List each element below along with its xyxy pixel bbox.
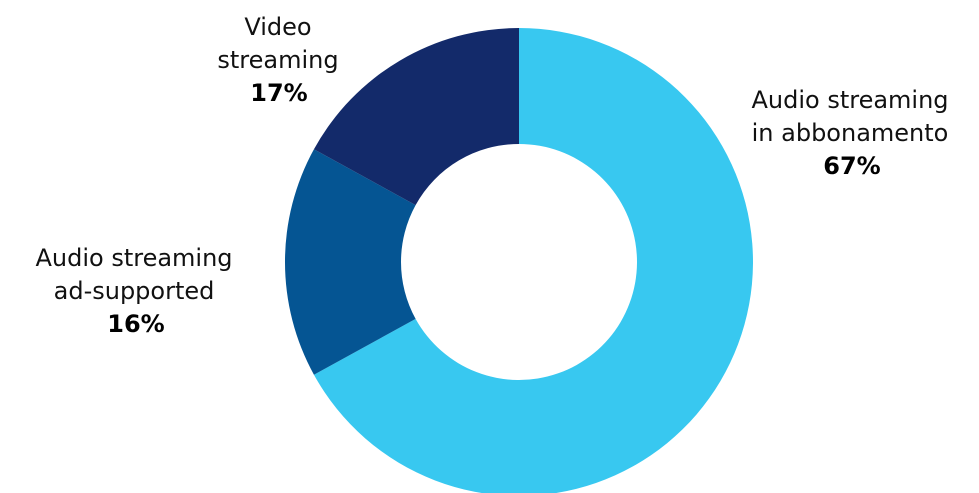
- slice-label-1-line-0: Audio streaming: [35, 244, 232, 272]
- slice-value-label-1: 16%: [107, 310, 164, 338]
- slice-label-1-line-1: ad-supported: [54, 277, 215, 305]
- slice-label-2-line-1: streaming: [217, 46, 338, 74]
- donut-slice-2: [313, 27, 519, 206]
- donut-slice-1: [284, 149, 416, 375]
- donut-slices: [284, 27, 753, 493]
- slice-label-0-line-0: Audio streaming: [751, 86, 948, 114]
- slice-value-label-2: 17%: [250, 79, 307, 107]
- donut-slice-0: [313, 28, 753, 493]
- slice-label-0-line-1: in abbonamento: [752, 119, 949, 147]
- slice-value-label-0: 67%: [823, 152, 880, 180]
- slice-labels: Audio streaming in abbonamento 67% Audio…: [35, 13, 948, 338]
- slice-label-2-line-0: Video: [244, 13, 311, 41]
